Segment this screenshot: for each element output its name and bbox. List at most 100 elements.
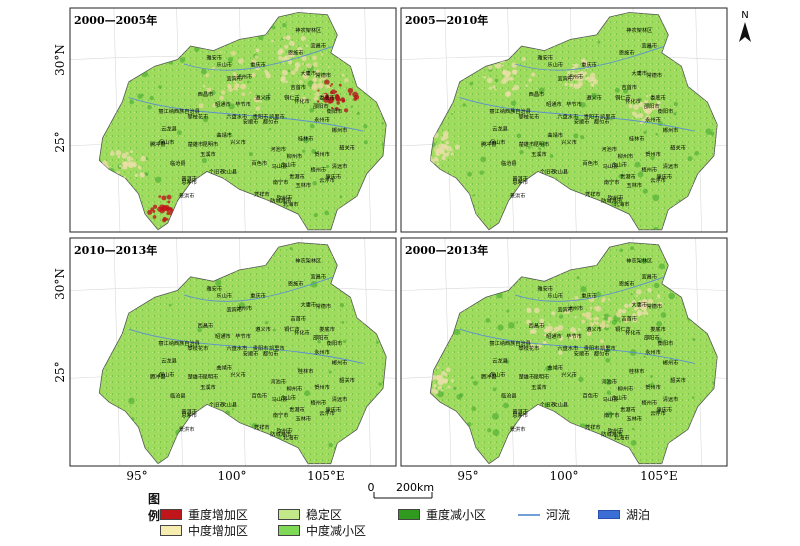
- city-label: 桂林市: [629, 367, 645, 375]
- city-label: 雅安市: [206, 54, 222, 62]
- city-label: 保山市: [490, 138, 506, 146]
- city-label: 铜仁市: [284, 93, 300, 101]
- city-label: 柳州市: [618, 385, 634, 393]
- city-label: 铜仁市: [615, 325, 631, 333]
- city-label: 文山县: [552, 167, 568, 175]
- city-label: 凭祥市: [254, 190, 270, 198]
- city-label: 楚雄市: [188, 372, 204, 380]
- city-label: 云龙县: [161, 357, 177, 365]
- city-label: 文山县: [552, 400, 568, 408]
- city-label: 曲靖市: [547, 364, 563, 372]
- city-label: 宜昌市: [310, 42, 326, 50]
- city-label: 柳州市: [618, 152, 634, 160]
- north-arrow: N: [739, 10, 751, 42]
- city-label: 马山县: [603, 162, 619, 170]
- city-label: 临沧县: [501, 159, 517, 167]
- legend-item: 中度减小区: [278, 522, 366, 539]
- city-label: 昭通市: [546, 332, 562, 340]
- city-label: 神农架林区: [626, 26, 652, 34]
- city-label: 玉林市: [295, 181, 311, 189]
- city-label: 云浮市: [650, 409, 666, 417]
- city-label: 昆明市: [534, 140, 550, 148]
- city-label: 乐山市: [216, 61, 232, 69]
- city-label: 贵港市: [289, 406, 305, 414]
- city-label: 清远市: [663, 162, 679, 170]
- lat-label-30-bottom: 30°N: [53, 268, 67, 300]
- city-label: 马山县: [272, 395, 288, 403]
- legend-item: 重度增加区: [160, 506, 248, 523]
- city-label: 宜宾市: [557, 74, 573, 82]
- city-label: 雅安市: [537, 285, 553, 293]
- city-label: 遵义市: [255, 325, 271, 333]
- city-label: 安顺市: [574, 350, 590, 358]
- city-label: 桂林市: [629, 135, 645, 143]
- city-label: 曲靖市: [547, 131, 563, 139]
- city-label: 普洱市: [181, 174, 197, 182]
- city-label: 乐山市: [216, 292, 232, 300]
- city-label: 铜仁市: [615, 93, 631, 101]
- city-label: 贵阳市: [253, 112, 269, 120]
- city-label: 百色市: [252, 392, 268, 400]
- city-label: 马山县: [272, 162, 288, 170]
- city-label: 临沧县: [170, 392, 186, 400]
- city-label: 遵义市: [255, 93, 271, 101]
- city-label: 贺州市: [314, 150, 330, 158]
- city-label: 贵港市: [620, 406, 636, 414]
- city-label: 个旧市: [209, 400, 225, 408]
- city-label: 攀枝花市: [188, 112, 209, 120]
- city-label: 西昌市: [198, 90, 214, 98]
- city-label: 昭通市: [215, 332, 231, 340]
- city-label: 常德市: [646, 71, 662, 79]
- city-label: 清远市: [332, 395, 348, 403]
- city-label: 永州市: [645, 116, 661, 124]
- panel-frame: [400, 7, 728, 233]
- city-label: 永州市: [314, 116, 330, 124]
- legend-swatch: [398, 509, 420, 520]
- city-label: 丽江纳西族自治县: [489, 339, 531, 347]
- city-label: 怀化市: [294, 328, 310, 336]
- city-label: 六盘水市: [226, 344, 247, 352]
- city-label: 马山县: [603, 395, 619, 403]
- city-label: 恩施市: [619, 279, 635, 287]
- city-label: 宜宾市: [557, 306, 573, 314]
- city-label: 思茅市: [512, 178, 528, 186]
- river-line: [514, 271, 679, 302]
- city-label: 遵义市: [586, 325, 602, 333]
- city-label: 神农架林区: [626, 257, 652, 265]
- city-label: 腾冲县: [150, 372, 166, 380]
- city-label: 贺州市: [645, 150, 661, 158]
- lat-label-25-top: 25°: [53, 131, 67, 152]
- city-label: 北海市: [283, 200, 299, 208]
- city-label: 贵阳市: [584, 344, 600, 352]
- city-label: 思茅市: [181, 411, 197, 419]
- city-label: 保山市: [159, 371, 175, 379]
- city-label: 合山市: [611, 393, 627, 401]
- city-label: 吉首市: [290, 83, 306, 91]
- city-label: 六盘水市: [557, 112, 578, 120]
- panel-title: 2010—2013年: [74, 243, 157, 257]
- lat-label-30-top: 30°N: [53, 44, 67, 76]
- city-label: 玉林市: [626, 181, 642, 189]
- city-label: 安顺市: [243, 117, 259, 125]
- legend-swatch: [160, 509, 182, 520]
- city-label: 衡阳市: [327, 107, 343, 115]
- city-label: 肇庆市: [326, 406, 342, 414]
- city-label: 昆明市: [203, 140, 219, 148]
- city-label: 曲靖市: [216, 364, 232, 372]
- legend-label: 河流: [546, 508, 571, 522]
- river-line: [183, 41, 348, 71]
- city-label: 柳州市: [287, 152, 303, 160]
- river-line: [514, 41, 679, 71]
- city-label: 衡阳市: [658, 339, 674, 347]
- city-label: 云浮市: [319, 409, 335, 417]
- city-label: 常德市: [315, 302, 331, 310]
- panel-title: 2000—2005年: [74, 13, 157, 27]
- city-label: 大庸市: [631, 69, 647, 77]
- city-label: 郴州市: [663, 126, 679, 134]
- city-label: 云龙县: [161, 124, 177, 132]
- panel-frame: [400, 237, 728, 467]
- city-label: 怀化市: [625, 97, 641, 105]
- legend-label: 中度减小区: [306, 524, 367, 538]
- city-label: 肇庆市: [326, 173, 342, 181]
